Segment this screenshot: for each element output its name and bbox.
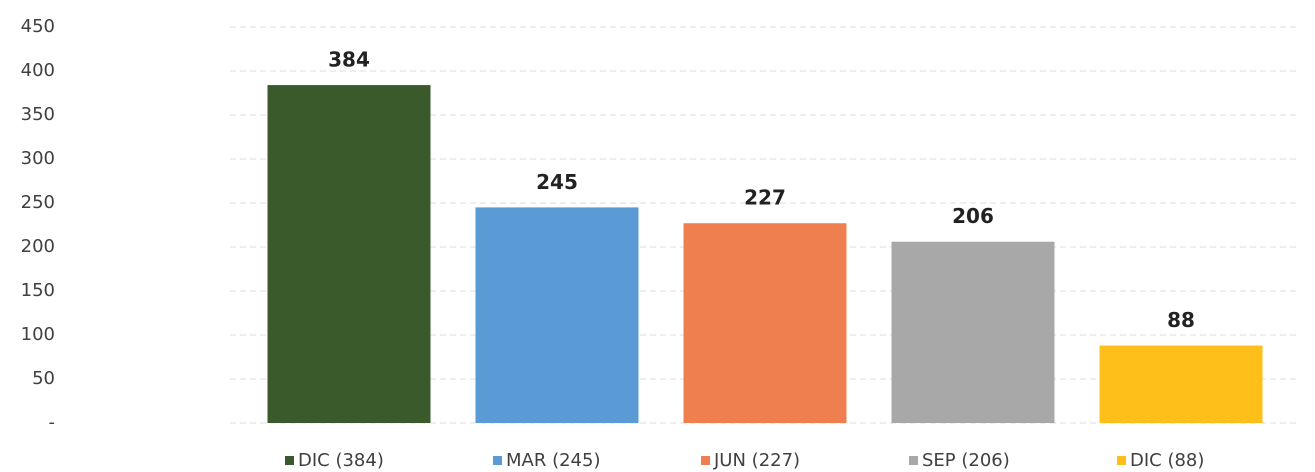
legend-swatch: [701, 456, 710, 465]
y-tick-label: -: [49, 412, 56, 433]
bar: [891, 241, 1055, 423]
y-tick-label: 50: [32, 368, 55, 389]
bar: [267, 85, 431, 423]
y-tick-label: 250: [21, 192, 55, 213]
y-tick-label: 100: [21, 324, 55, 345]
data-label: 206: [952, 204, 994, 228]
y-tick-label: 200: [21, 236, 55, 257]
data-label: 384: [328, 48, 370, 72]
data-label: 227: [744, 186, 786, 210]
legend-label: MAR (245): [506, 450, 600, 471]
data-label: 245: [536, 170, 578, 194]
bar: [1099, 345, 1263, 423]
y-tick-label: 350: [21, 104, 55, 125]
legend-swatch: [909, 456, 918, 465]
legend-label: SEP (206): [922, 450, 1010, 471]
legend-label: DIC (384): [298, 450, 384, 471]
bar: [683, 223, 847, 423]
legend-swatch: [493, 456, 502, 465]
y-tick-label: 450: [21, 16, 55, 37]
data-label: 88: [1167, 308, 1195, 332]
y-tick-label: 400: [21, 60, 55, 81]
legend-swatch: [285, 456, 294, 465]
legend-label: JUN (227): [713, 450, 800, 471]
legend-swatch: [1117, 456, 1126, 465]
y-tick-label: 300: [21, 148, 55, 169]
y-tick-label: 150: [21, 280, 55, 301]
bar: [475, 207, 639, 423]
legend-label: DIC (88): [1130, 450, 1204, 471]
